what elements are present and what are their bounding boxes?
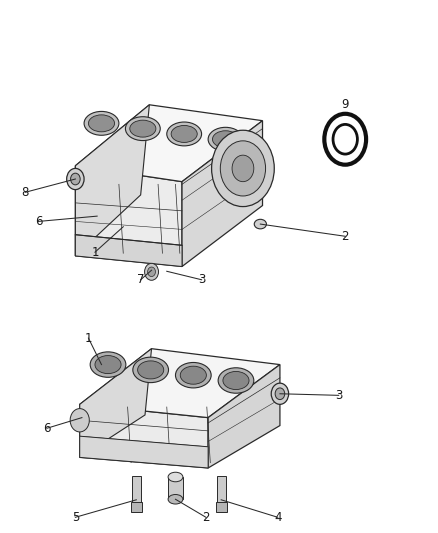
Text: 8: 8 — [21, 186, 29, 199]
Ellipse shape — [90, 352, 126, 377]
Bar — [215, 503, 227, 512]
Polygon shape — [75, 105, 149, 256]
Text: 1: 1 — [85, 332, 92, 344]
Circle shape — [275, 388, 285, 400]
Circle shape — [212, 130, 274, 207]
Text: 6: 6 — [35, 215, 42, 228]
Polygon shape — [208, 365, 280, 468]
Polygon shape — [75, 105, 262, 182]
Ellipse shape — [138, 361, 164, 379]
Ellipse shape — [168, 495, 183, 504]
Text: 5: 5 — [72, 511, 79, 524]
Polygon shape — [182, 120, 262, 266]
Ellipse shape — [130, 120, 156, 137]
Ellipse shape — [133, 357, 169, 383]
Polygon shape — [75, 235, 182, 266]
Circle shape — [148, 267, 155, 277]
Circle shape — [271, 383, 289, 405]
Text: 1: 1 — [91, 246, 99, 259]
Polygon shape — [80, 405, 208, 468]
Text: 7: 7 — [137, 273, 145, 286]
Circle shape — [220, 141, 265, 196]
Text: 2: 2 — [202, 511, 210, 524]
Ellipse shape — [223, 372, 249, 390]
Text: 3: 3 — [198, 273, 205, 286]
Bar — [131, 503, 142, 512]
Text: 4: 4 — [274, 511, 282, 524]
Circle shape — [145, 263, 159, 280]
Ellipse shape — [168, 472, 183, 482]
Circle shape — [67, 168, 84, 190]
Bar — [168, 477, 183, 499]
Ellipse shape — [176, 362, 211, 388]
Polygon shape — [80, 349, 280, 418]
Ellipse shape — [254, 219, 266, 229]
Ellipse shape — [212, 131, 239, 148]
Polygon shape — [75, 166, 182, 266]
Bar — [217, 476, 226, 512]
Ellipse shape — [218, 368, 254, 393]
Ellipse shape — [171, 125, 197, 142]
Ellipse shape — [95, 356, 121, 374]
Ellipse shape — [180, 366, 206, 384]
Ellipse shape — [167, 122, 201, 146]
Circle shape — [70, 409, 89, 432]
Text: 2: 2 — [342, 230, 349, 243]
Ellipse shape — [208, 127, 243, 151]
Ellipse shape — [125, 117, 160, 141]
Circle shape — [232, 155, 254, 182]
Circle shape — [71, 173, 80, 185]
Polygon shape — [80, 349, 152, 457]
Text: 9: 9 — [342, 98, 349, 111]
Ellipse shape — [84, 111, 119, 135]
Bar — [132, 476, 141, 512]
Ellipse shape — [88, 115, 115, 132]
Text: 6: 6 — [43, 422, 51, 435]
Polygon shape — [80, 436, 208, 468]
Text: 3: 3 — [335, 389, 343, 402]
Circle shape — [333, 124, 357, 154]
